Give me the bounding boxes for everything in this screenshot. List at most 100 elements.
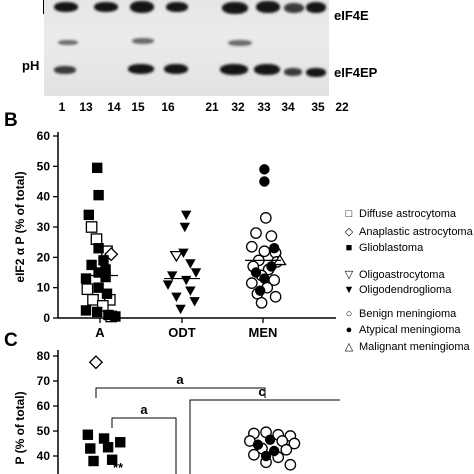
filled-square-marker xyxy=(92,162,103,174)
lane-label: 14 xyxy=(107,100,121,114)
lane-label: 34 xyxy=(281,100,295,114)
filled-triangle-down-marker xyxy=(162,280,174,290)
filled-square-marker xyxy=(102,442,114,453)
open-circle-marker xyxy=(248,448,260,461)
blot-band xyxy=(256,1,280,13)
eif4ep-label: eIF4EP xyxy=(334,65,378,80)
filled-square-marker xyxy=(93,282,104,293)
lane-label: 16 xyxy=(161,100,175,114)
blot-band xyxy=(166,2,188,12)
open-circle-marker xyxy=(284,458,297,471)
significance-label: c xyxy=(258,384,265,399)
filled-square-marker xyxy=(86,259,97,271)
y-axis-label: eIF2 α P (% of total) xyxy=(13,171,27,282)
open-circle-marker xyxy=(245,240,258,253)
lane-label: 22 xyxy=(335,100,349,114)
open-circle-marker xyxy=(245,277,258,289)
filled-triangle-down-marker xyxy=(185,286,196,296)
legend-item: ◇ Anaplastic astrocytoma xyxy=(342,225,473,238)
significance-label: ** xyxy=(113,460,124,474)
filled-square-marker xyxy=(110,311,121,322)
filled-square-marker xyxy=(100,271,111,283)
x-tick-label: A xyxy=(95,325,105,340)
filled-triangle-down-icon: ▼ xyxy=(343,284,355,296)
filled-circle-marker xyxy=(269,243,280,254)
blot-band xyxy=(128,64,154,74)
legend-item: △ Malignant meningioma xyxy=(342,340,470,353)
blot-band xyxy=(54,66,76,74)
blot-band xyxy=(284,3,304,13)
open-circle-marker xyxy=(269,290,282,303)
filled-triangle-down-marker xyxy=(175,304,186,315)
filled-square-marker xyxy=(100,264,111,275)
filled-circle-marker xyxy=(268,445,280,457)
open-diamond-marker xyxy=(88,355,104,370)
panel-b-letter: B xyxy=(4,110,18,131)
panel-c-letter: C xyxy=(4,330,18,351)
filled-triangle-down-marker xyxy=(190,268,202,278)
significance-label: a xyxy=(140,402,148,417)
filled-square-marker xyxy=(80,305,92,316)
y-tick-label: 0 xyxy=(43,311,50,325)
blot-band xyxy=(284,68,302,76)
filled-square-marker xyxy=(80,273,92,284)
filled-square-marker xyxy=(83,209,94,221)
open-triangle-down-marker xyxy=(169,250,184,263)
open-triangle-down-icon: ▽ xyxy=(344,269,354,281)
western-blot-panel: pH eIF4E eIF4EP 1 13 14 15 16 21 32 33 3… xyxy=(0,0,474,118)
filled-triangle-down-marker xyxy=(171,292,182,302)
filled-square-marker xyxy=(92,306,103,318)
blot-band xyxy=(222,2,248,14)
filled-square-marker xyxy=(88,455,99,467)
y-tick-label: 70 xyxy=(37,374,51,388)
filled-square-icon: ■ xyxy=(345,242,353,254)
lane-label: 15 xyxy=(131,100,145,114)
legend-item: ○ Benign meningioma xyxy=(342,308,457,320)
y-tick-label: 80 xyxy=(37,349,51,363)
filled-square-marker xyxy=(98,433,110,444)
lane-label: 21 xyxy=(205,100,219,114)
x-tick-label: MEN xyxy=(249,325,278,340)
lane-label: 33 xyxy=(257,100,271,114)
filled-triangle-down-marker xyxy=(189,297,200,307)
filled-square-marker xyxy=(106,454,118,465)
open-square-marker xyxy=(85,221,98,233)
filled-triangle-down-marker xyxy=(167,271,178,281)
filled-square-marker xyxy=(93,189,104,201)
y-tick-label: 10 xyxy=(37,281,51,295)
y-tick-label: 30 xyxy=(37,220,51,234)
filled-square-marker xyxy=(98,255,109,266)
blot-band xyxy=(94,2,118,12)
blot-band xyxy=(54,2,78,12)
legend-item: ▼ Oligodendroglioma xyxy=(343,284,452,296)
lane-label: 1 xyxy=(58,100,66,114)
filled-triangle-down-marker xyxy=(178,248,189,258)
blot-band xyxy=(306,68,326,77)
filled-circle-icon: ● xyxy=(345,324,353,336)
filled-square-marker xyxy=(93,243,104,254)
open-triangle-up-icon: △ xyxy=(344,341,354,353)
lane-label: 13 xyxy=(79,100,93,114)
ph-label: pH xyxy=(22,58,40,73)
filled-triangle-down-marker xyxy=(185,259,196,269)
open-circle-marker xyxy=(280,443,293,456)
filled-circle-marker xyxy=(259,164,270,175)
legend-item: ▽ Oligoastrocytoma xyxy=(342,268,445,281)
open-circle-marker xyxy=(258,245,271,258)
filled-circle-marker xyxy=(250,267,262,278)
filled-square-marker xyxy=(93,267,104,278)
blot-band xyxy=(220,64,248,75)
y-tick-label: 20 xyxy=(37,250,51,264)
filled-circle-marker xyxy=(260,450,272,462)
significance-label: a xyxy=(176,372,184,387)
open-square-icon: □ xyxy=(345,208,353,220)
significance-bracket xyxy=(111,417,177,474)
blot-bracket xyxy=(43,0,44,14)
open-square-marker xyxy=(87,293,99,306)
filled-square-marker xyxy=(85,443,96,454)
open-circle-icon: ○ xyxy=(345,308,353,320)
open-circle-marker xyxy=(255,296,268,309)
legend-item: ■ Glioblastoma xyxy=(342,242,424,254)
filled-triangle-down-marker xyxy=(179,222,190,233)
blot-band xyxy=(306,2,326,13)
